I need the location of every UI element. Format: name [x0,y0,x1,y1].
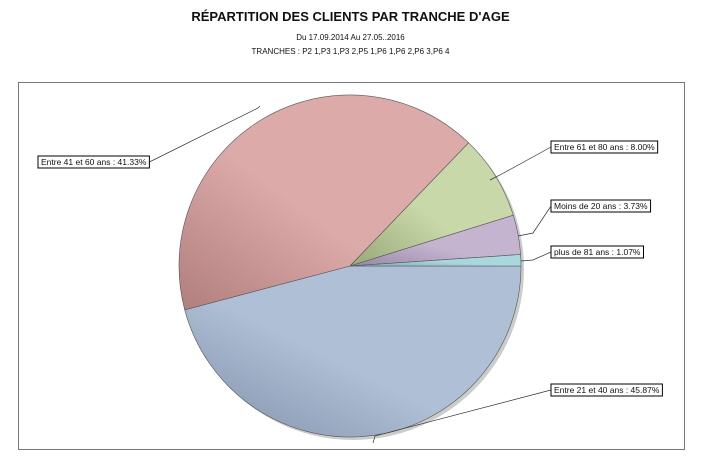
slice-label: plus de 81 ans : 1.07% [554,247,641,257]
chart-date-range: Du 17.09.2014 Au 27.05..2016 [296,33,405,42]
leader-line [372,389,552,444]
slice-label: Entre 41 et 60 ans : 41.33% [41,157,147,167]
pie-slice [184,265,522,438]
pie-slice [349,254,522,267]
slice-label: Moins de 20 ans : 3.73% [554,201,648,211]
chart-title: RÉPARTITION DES CLIENTS PAR TRANCHE D'AG… [191,9,510,24]
chart-frame [18,82,685,450]
slice-label: Entre 21 et 40 ans : 45.87% [554,385,660,395]
leader-line [520,251,552,262]
slice-label: Entre 61 et 80 ans : 8.00% [554,142,655,152]
chart-tranches: TRANCHES : P2 1,P3 1,P3 2,P5 1,P6 1,P6 2… [251,47,450,56]
leader-line [489,146,552,181]
leader-line [149,105,261,163]
pie-slice [178,94,470,311]
leader-line [517,205,552,237]
